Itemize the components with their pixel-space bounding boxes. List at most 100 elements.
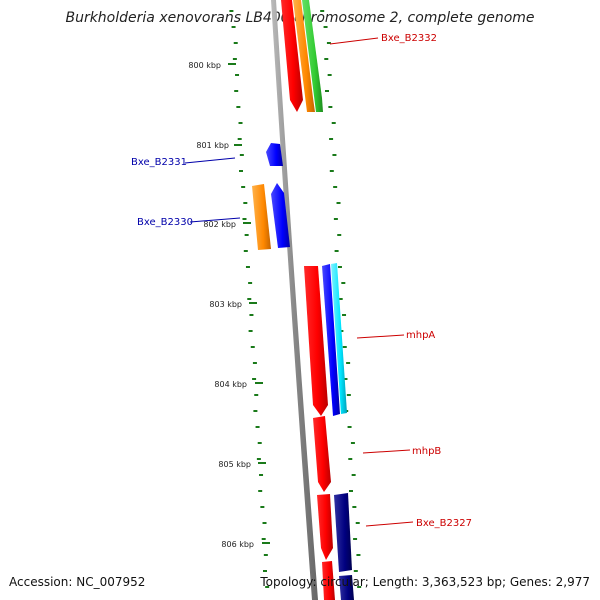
- gc-dot: [353, 538, 358, 540]
- topology-text: Topology: circular; Length: 3,363,523 bp…: [260, 575, 590, 589]
- gc-dot: [250, 346, 255, 348]
- gc-dot: [244, 234, 249, 236]
- gc-dot: [357, 586, 362, 588]
- gc-dot: [243, 202, 248, 204]
- gc-dot: [239, 154, 244, 156]
- gc-dot: [243, 250, 248, 252]
- gc-dot: [261, 538, 266, 540]
- tick-label: 802 kbp: [203, 220, 236, 229]
- gc-dot: [238, 122, 243, 124]
- tick-label: 800 kbp: [188, 61, 221, 70]
- gene-red-bottom[interactable]: [322, 561, 335, 600]
- gc-dot: [247, 298, 252, 300]
- gc-dot: [232, 58, 237, 60]
- gc-dot: [252, 378, 257, 380]
- gene-label-bxe-b2330[interactable]: Bxe_B2330: [137, 217, 193, 228]
- gc-dot: [341, 282, 346, 284]
- gene-bxe-b2327[interactable]: [317, 494, 333, 560]
- gene-label-bxe-b2327[interactable]: Bxe_B2327: [416, 518, 472, 529]
- accession-text: Accession: NC_007952: [9, 575, 146, 589]
- gc-dot: [236, 106, 241, 108]
- gc-dot: [331, 122, 336, 124]
- gene-bxe-b2331[interactable]: [266, 143, 283, 166]
- gc-dot: [332, 154, 337, 156]
- gc-dot: [346, 394, 351, 396]
- gc-dot: [258, 490, 263, 492]
- gc-dot: [342, 346, 347, 348]
- gc-dot: [333, 186, 338, 188]
- gc-dot: [233, 42, 238, 44]
- gc-dot: [260, 506, 265, 508]
- gc-dot: [248, 330, 253, 332]
- gc-dot: [352, 506, 357, 508]
- gene-mhpA[interactable]: [304, 266, 328, 416]
- gc-dot: [333, 218, 338, 220]
- gc-dot: [349, 490, 353, 492]
- gene-label-bxe-b2332[interactable]: Bxe_B2332: [381, 33, 437, 44]
- gc-dot: [245, 266, 250, 268]
- gc-dot: [355, 522, 360, 524]
- gene-label-bxe-b2331[interactable]: Bxe_B2331: [131, 157, 187, 168]
- gc-dot: [350, 442, 355, 444]
- gene-bxe-b2330[interactable]: [271, 183, 290, 248]
- gc-dot: [262, 522, 267, 524]
- gene-navy-bottom[interactable]: [339, 575, 354, 600]
- gc-dot: [229, 10, 234, 12]
- gc-dot: [334, 250, 339, 252]
- tick-801: 801 kbp: [196, 141, 242, 150]
- gene-label-mhpA[interactable]: mhpA: [406, 330, 435, 341]
- gene-mhpB[interactable]: [313, 416, 331, 492]
- gc-dot: [248, 282, 253, 284]
- gc-dot: [241, 186, 246, 188]
- gene-cyan-mhpA[interactable]: [331, 263, 347, 414]
- gc-dot: [242, 218, 247, 220]
- tick-label: 804 kbp: [214, 380, 247, 389]
- gc-dot: [348, 458, 353, 460]
- gc-dot: [252, 362, 257, 364]
- tick-label: 801 kbp: [196, 141, 229, 150]
- gc-dot: [356, 554, 361, 556]
- gc-dot: [325, 90, 329, 92]
- gc-dot: [259, 474, 264, 476]
- gc-dot: [231, 26, 236, 28]
- gc-dot: [323, 26, 328, 28]
- gc-dot: [320, 10, 325, 12]
- gc-dot: [234, 90, 239, 92]
- tick-803: 803 kbp: [209, 300, 257, 309]
- gc-dot: [257, 442, 262, 444]
- gc-dot: [237, 138, 242, 140]
- gc-dot: [353, 570, 358, 572]
- gc-dot: [239, 170, 243, 172]
- gc-dot: [326, 42, 331, 44]
- gc-dot: [328, 106, 333, 108]
- tick-806: 806 kbp: [221, 540, 270, 549]
- gc-dot: [263, 570, 267, 572]
- gene-bxe-b2332[interactable]: [281, 0, 303, 112]
- tick-802: 802 kbp: [203, 220, 251, 229]
- gene-label-mhpB[interactable]: mhpB: [412, 446, 441, 457]
- gc-dot: [351, 474, 356, 476]
- gene-orange-reverse[interactable]: [252, 184, 271, 250]
- gene-green-upper[interactable]: [302, 0, 323, 112]
- gc-track-right: [320, 10, 362, 588]
- gc-dot: [347, 426, 352, 428]
- gc-dot: [342, 314, 347, 316]
- tick-805: 805 kbp: [218, 460, 266, 469]
- gc-dot: [265, 586, 270, 588]
- tick-label: 805 kbp: [218, 460, 251, 469]
- gc-dot: [324, 58, 329, 60]
- tick-label: 803 kbp: [209, 300, 242, 309]
- gc-dot: [338, 298, 343, 300]
- gc-dot: [263, 554, 268, 556]
- chromosome-backbone: [271, 0, 318, 600]
- gc-dot: [256, 458, 261, 460]
- gc-dot: [255, 426, 260, 428]
- gc-dot: [336, 202, 341, 204]
- tick-800: 800 kbp: [188, 61, 236, 70]
- gc-dot: [249, 314, 254, 316]
- gene-blue-mhpA[interactable]: [322, 264, 340, 416]
- gene-orange-upper[interactable]: [293, 0, 315, 112]
- gc-dot: [235, 74, 240, 76]
- gc-dot: [329, 138, 334, 140]
- gene-navy-b2327[interactable]: [334, 493, 352, 572]
